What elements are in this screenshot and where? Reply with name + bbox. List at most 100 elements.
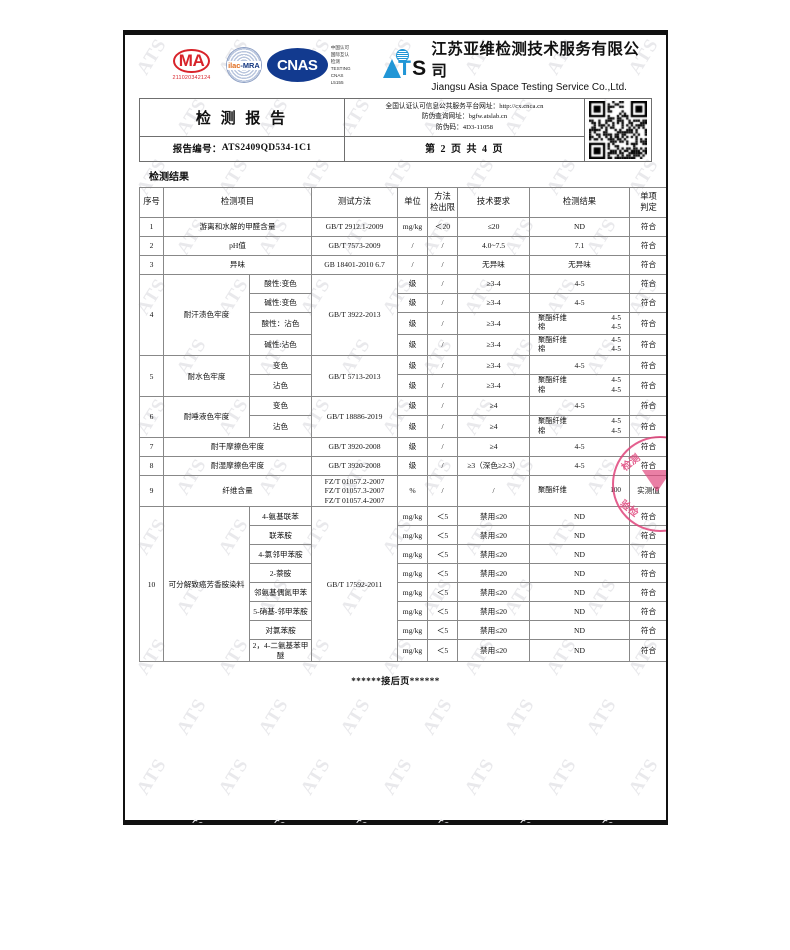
- report-title-block: 检 测 报 告 报告编号： ATS2409QD534-1C1 全国认证认可信息公共…: [139, 98, 652, 162]
- results-table: 序号 检测项目 测试方法 单位 方法 检出限 技术要求 检测结果 单项 判定: [139, 187, 666, 663]
- cell-requirement: ≥3-4: [457, 333, 531, 357]
- cell-requirement: ≥3-4: [457, 293, 531, 313]
- cell-unit: 级: [397, 312, 429, 335]
- watermark-text: ATS: [500, 694, 539, 739]
- table-row: 联苯胺 mg/kg ＜5 禁用≤20 ND 符合: [140, 525, 666, 546]
- cell-judge: 符合: [629, 374, 666, 398]
- method-line: FZ/T 01057.3-2007: [324, 486, 385, 496]
- cell-lod: /: [427, 312, 459, 335]
- cell-method: GB/T 18886-2019: [311, 396, 399, 438]
- cell-requirement: ≥4: [457, 436, 531, 457]
- cell-method: GB/T 7573-2009: [311, 236, 399, 256]
- table-row: 5 耐水色牢度 变色 GB/T 5713-2013 级 / ≥3-4 4-5 符合: [139, 355, 666, 398]
- title-mid-cell: 全国认证认可信息公共服务平台网址：http://cx.cnca.cn 防伪查询网…: [345, 99, 585, 161]
- cell-sub-item: 酸性：沾色: [248, 312, 313, 335]
- ats-letter-s: S: [412, 57, 427, 80]
- table-row: 2，4-二氨基苯甲醚 mg/kg ＜5 禁用≤20 ND 符合: [140, 639, 666, 663]
- qr-cell: [585, 99, 651, 161]
- cell-no: 6: [139, 396, 164, 438]
- cell-unit: mg/kg: [397, 563, 429, 584]
- cell-method: FZ/T 01057.2-2007 FZ/T 01057.3-2007 FZ/T 0…: [311, 474, 399, 508]
- th-judge-line1: 单项: [640, 192, 657, 202]
- cell-result: ND: [529, 563, 631, 584]
- cell-no: 2: [139, 236, 164, 256]
- cell-lod: /: [427, 474, 459, 508]
- th-result: 检测结果: [529, 187, 631, 218]
- cell-lod: ＜5: [427, 506, 459, 527]
- method-line: FZ/T 01057.2-2007: [324, 476, 385, 486]
- result-value: 4-5: [611, 417, 622, 426]
- result-material: 棉: [538, 426, 546, 435]
- watermark-text: ATS: [582, 694, 621, 739]
- cell-lod: /: [427, 355, 459, 376]
- cell-unit: 级: [397, 355, 429, 376]
- cell-result: 7.1: [529, 236, 631, 256]
- watermark-text: ATS: [336, 694, 375, 739]
- cell-unit: 级: [397, 415, 429, 438]
- cell-sub-item: 邻氨基偶氮甲苯: [248, 582, 313, 603]
- cell-result: ND: [529, 620, 631, 641]
- cell-sub-item: 2，4-二氨基苯甲醚: [248, 639, 313, 663]
- cell-unit: mg/kg: [397, 544, 429, 565]
- ats-logo-icon: T S: [383, 49, 428, 80]
- cell-unit: 级: [397, 396, 429, 417]
- th-unit: 单位: [397, 187, 429, 218]
- antifake-url: 防伪查询网址：bgfw.atslab.cn: [421, 113, 508, 121]
- table-row: 酸性：沾色 级 / ≥3-4 聚酯纤维 4-5 棉 4-5 符合: [140, 312, 666, 335]
- ilac-label: ilac-MRA: [227, 60, 261, 70]
- watermark-text: ATS: [254, 694, 293, 739]
- watermark-text: ATS: [132, 754, 171, 799]
- cnas-line-1: 国际互认: [330, 51, 350, 57]
- result-pair: 棉 4-5: [532, 323, 627, 332]
- cell-judge: 符合: [629, 255, 666, 275]
- table-header-row: 序号 检测项目 测试方法 单位 方法 检出限 技术要求 检测结果 单项 判定: [139, 187, 666, 218]
- cell-sub-item: 联苯胺: [248, 525, 313, 546]
- cell-unit: /: [397, 255, 429, 275]
- result-pair: 棉 4-5: [532, 345, 627, 354]
- cell-lod: /: [427, 415, 459, 438]
- report-number-label: 报告编号：: [172, 144, 222, 155]
- cell-method: GB/T 2912.1-2009: [311, 217, 399, 237]
- watermark-text: ATS: [624, 754, 663, 799]
- cell-lod: ＜5: [427, 582, 459, 603]
- cell-item: 耐湿摩擦色牢度: [162, 455, 313, 476]
- result-value: 4-5: [611, 385, 622, 394]
- cell-unit: mg/kg: [397, 525, 429, 546]
- ats-letter-t: T: [398, 57, 411, 80]
- table-row: 10 可分解致癌芳香胺染料 4-氨基联苯 GB/T 17592-2011 mg/kg ＜5…: [139, 506, 666, 663]
- title-left-cell: 检 测 报 告 报告编号： ATS2409QD534-1C1: [140, 99, 345, 161]
- cell-no: 1: [139, 217, 164, 237]
- table-row: 5-硝基-邻甲苯胺 mg/kg ＜5 禁用≤20 ND 符合: [140, 601, 666, 622]
- cell-sub-item: 2-萘胺: [248, 563, 313, 584]
- cell-lod: ＜5: [427, 601, 459, 622]
- result-pair: 聚酯纤维 4-5: [532, 336, 627, 345]
- table-row: 9 纤维含量 FZ/T 01057.2-2007 FZ/T 01057.3-2007 F…: [139, 474, 666, 508]
- result-material: 聚酯纤维: [538, 335, 567, 344]
- cell-item: 耐干摩擦色牢度: [162, 436, 313, 457]
- cell-item: 耐汗渍色牢度: [163, 273, 250, 357]
- watermark-text: ATS: [460, 754, 499, 799]
- cell-result: 聚酯纤维 4-5 棉 4-5: [529, 333, 631, 357]
- table-row: 4-氯邻甲苯胺 mg/kg ＜5 禁用≤20 ND 符合: [140, 544, 666, 565]
- cell-result: ND: [529, 639, 631, 663]
- cell-lod: /: [427, 396, 459, 417]
- result-material: 聚酯纤维: [538, 486, 567, 495]
- cell-method: GB/T 3920-2008: [311, 455, 399, 476]
- method-line: FZ/T 01057.4-2007: [324, 495, 385, 505]
- cnas-line-4: CNAS L5155: [330, 73, 344, 86]
- cell-item: 异味: [162, 255, 313, 275]
- page-title: 检 测 报 告: [140, 99, 344, 137]
- cell-unit: mg/kg: [397, 601, 429, 622]
- verification-links: 全国认证认可信息公共服务平台网址：http://cx.cnca.cn 防伪查询网…: [345, 99, 584, 137]
- ilac-mra-icon: ilac-MRA: [226, 47, 262, 83]
- table-row: 碱性:变色 级 / ≥3-4 4-5 符合: [140, 293, 666, 313]
- cell-unit: mg/kg: [397, 639, 429, 663]
- cnas-line-3: TESTING: [330, 66, 351, 71]
- cell-result: 聚酯纤维 4-5 棉 4-5: [529, 374, 631, 398]
- cell-judge: 符合: [629, 312, 666, 335]
- cell-unit: mg/kg: [397, 506, 429, 527]
- cell-unit: 级: [397, 436, 429, 457]
- cell-lod: ＜5: [427, 525, 459, 546]
- antifake-code: 防伪码：4D3-11058: [436, 123, 493, 131]
- th-requirement: 技术要求: [457, 187, 531, 218]
